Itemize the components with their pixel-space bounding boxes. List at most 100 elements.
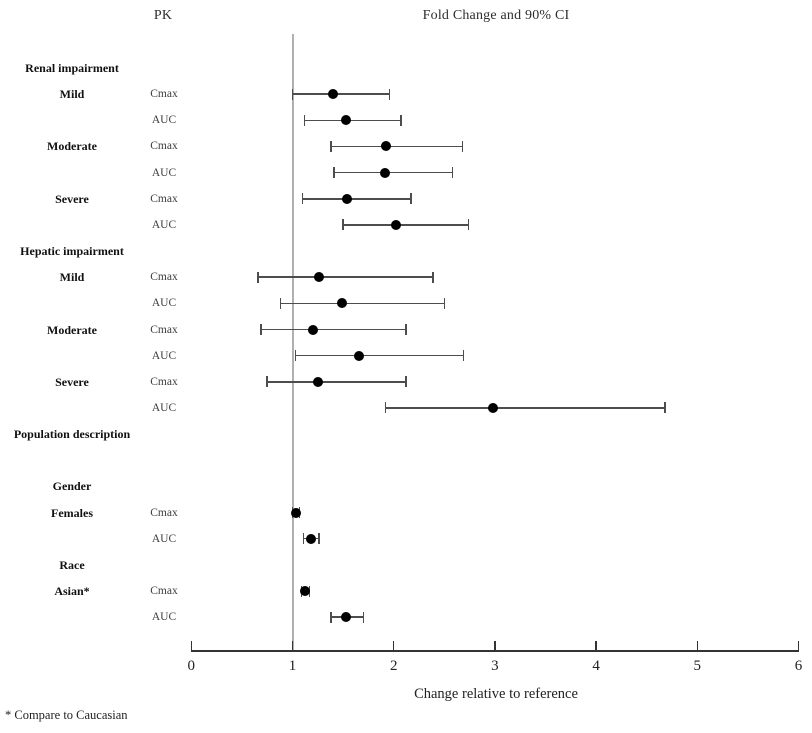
x-axis-tick	[291, 641, 294, 650]
ci-cap-right	[410, 193, 412, 205]
point-marker	[354, 350, 365, 361]
ci-cap-right	[405, 376, 407, 388]
row-label: Asian*	[54, 584, 90, 598]
ci-cap-right	[432, 271, 434, 283]
point-marker	[341, 612, 352, 623]
point-marker	[487, 402, 498, 413]
param-label: AUC	[151, 114, 177, 127]
ci-cap-left	[291, 88, 294, 100]
param-label: Cmax	[150, 323, 178, 336]
ci-cap-right	[664, 402, 666, 414]
x-axis-label: Change relative to reference	[414, 686, 578, 702]
ci-line	[330, 145, 463, 148]
param-label: AUC	[151, 218, 177, 231]
ci-line	[280, 302, 445, 305]
chart-title: Fold Change and 90% CI	[422, 8, 570, 23]
ci-cap-left	[257, 271, 259, 283]
x-axis-tick	[696, 641, 699, 650]
param-label: Cmax	[150, 585, 178, 597]
section-label: Hepatic impairment	[20, 244, 124, 259]
section-label: Population description	[13, 427, 131, 442]
row-label: Moderate	[47, 139, 97, 154]
ci-cap-right	[308, 585, 311, 597]
ci-line	[302, 197, 411, 200]
ci-cap-left	[330, 140, 332, 152]
point-marker	[312, 376, 323, 387]
row-label: Moderate	[47, 322, 97, 337]
x-axis-line	[190, 650, 800, 652]
ci-cap-right	[399, 114, 402, 126]
point-marker	[390, 219, 401, 230]
ci-line	[292, 93, 390, 95]
ci-cap-right	[443, 297, 446, 309]
ci-cap-right	[461, 140, 464, 152]
x-axis-tick-label: 5	[693, 658, 702, 674]
point-marker	[380, 141, 391, 152]
x-axis-tick	[494, 641, 496, 650]
row-label: Females	[51, 505, 93, 520]
ci-cap-left	[266, 376, 268, 388]
param-label: Cmax	[150, 140, 178, 153]
ci-cap-right	[388, 88, 391, 100]
point-marker	[313, 272, 324, 283]
param-label: Cmax	[150, 271, 178, 284]
x-axis-tick-label: 2	[389, 658, 398, 674]
ci-line	[261, 328, 406, 331]
param-label: AUC	[151, 166, 177, 179]
param-label: AUC	[151, 297, 177, 310]
ci-cap-left	[342, 219, 344, 231]
ci-cap-left	[384, 402, 387, 414]
point-marker	[290, 507, 301, 518]
ci-line	[258, 276, 434, 278]
row-label: Mild	[59, 87, 85, 102]
param-label: Cmax	[150, 88, 178, 101]
param-label: Cmax	[150, 375, 178, 388]
param-label: AUC	[151, 532, 177, 545]
ci-cap-left	[333, 167, 335, 179]
pk-column-header: PK	[153, 8, 173, 23]
ci-cap-left	[260, 324, 262, 335]
row-label: Severe	[55, 374, 89, 389]
point-marker	[305, 533, 316, 544]
x-axis-tick-label: 6	[794, 658, 803, 674]
row-label: Mild	[59, 270, 85, 285]
section-label: Renal impairment	[25, 61, 119, 75]
ci-cap-left	[330, 611, 332, 623]
footnote: * Compare to Caucasian	[5, 708, 128, 722]
ci-cap-left	[301, 193, 304, 205]
ci-cap-right	[462, 350, 465, 362]
x-axis-tick	[392, 641, 395, 650]
ci-cap-right	[405, 324, 407, 335]
ci-cap-right	[362, 611, 365, 623]
param-label: AUC	[151, 349, 177, 362]
point-marker	[299, 586, 310, 596]
point-marker	[327, 89, 338, 100]
point-marker	[342, 193, 353, 204]
x-axis-tick-label: 1	[288, 658, 297, 674]
ci-line	[385, 407, 665, 409]
reference-line	[291, 34, 294, 650]
ci-cap-left	[279, 297, 282, 309]
param-label: Cmax	[150, 506, 178, 519]
row-label: Severe	[55, 191, 89, 206]
x-axis-tick-label: 4	[592, 658, 600, 674]
ci-cap-left	[303, 114, 306, 126]
ci-line	[304, 119, 401, 122]
ci-line	[295, 354, 464, 357]
x-axis-tick-label: 3	[491, 658, 499, 674]
ci-cap-left	[294, 350, 297, 362]
ci-cap-right	[467, 219, 470, 231]
point-marker	[379, 167, 390, 178]
ci-cap-right	[318, 533, 320, 545]
point-marker	[341, 115, 352, 126]
param-label: AUC	[151, 401, 177, 414]
ci-cap-right	[451, 167, 454, 179]
param-label: Cmax	[150, 192, 178, 205]
ci-line	[333, 171, 453, 174]
x-axis-tick-label: 0	[187, 658, 196, 674]
x-axis-tick	[190, 641, 193, 650]
x-axis-tick	[595, 641, 597, 650]
section-label: Gender	[52, 479, 92, 494]
x-axis-tick	[797, 641, 800, 650]
